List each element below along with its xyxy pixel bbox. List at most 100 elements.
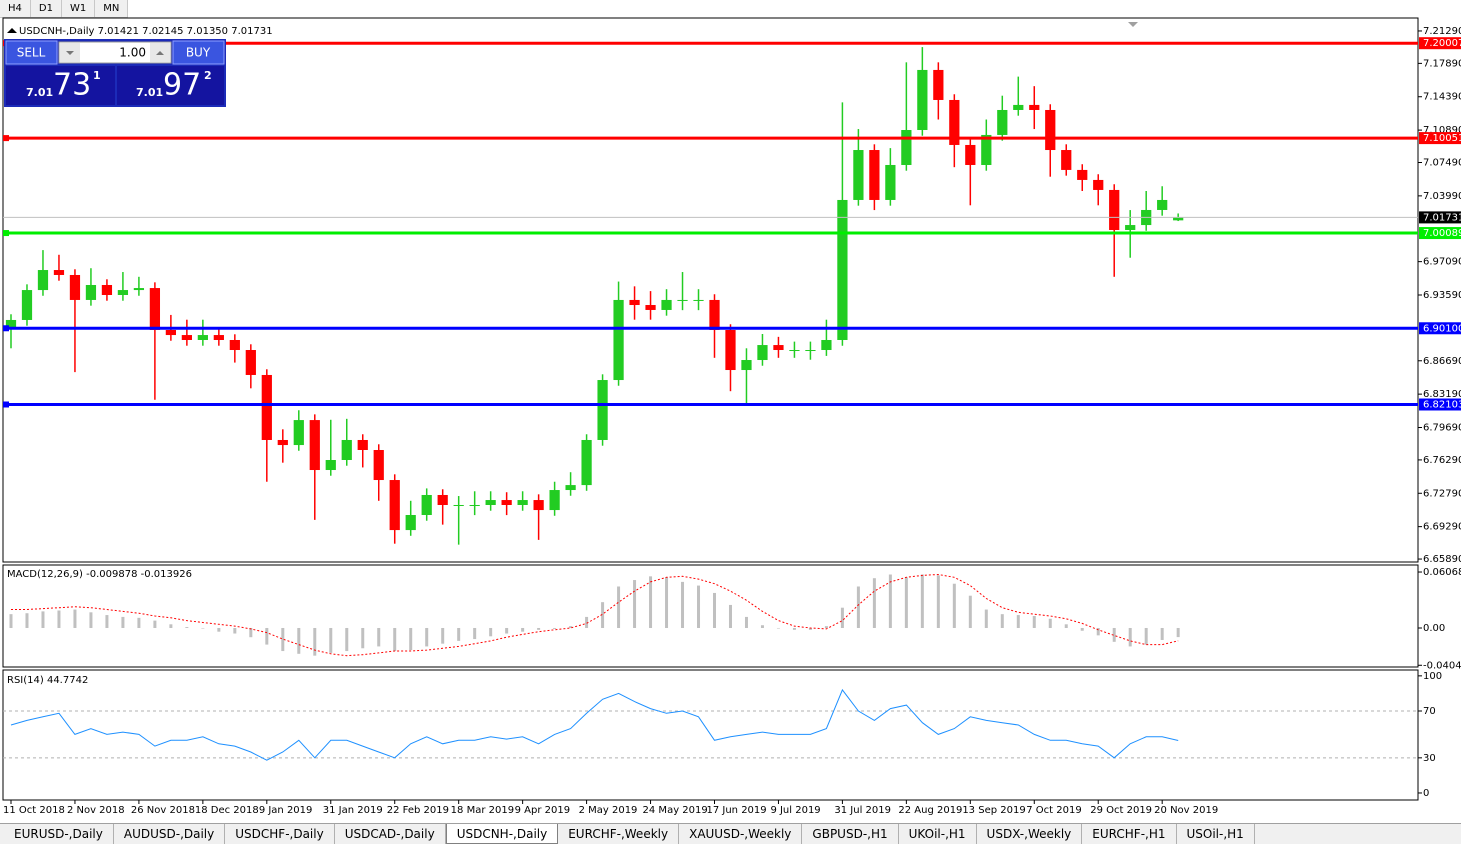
macd-bar <box>233 627 237 634</box>
sell-button[interactable] <box>5 40 58 65</box>
chart-tab[interactable]: USDCNH-,Daily <box>445 824 559 844</box>
chart-tab[interactable]: EURCHF-,Weekly <box>558 824 680 844</box>
y-tick-label: 6.83190 <box>1423 389 1461 400</box>
chart-tab[interactable]: USDX-,Weekly <box>977 824 1083 844</box>
macd-bar <box>1176 627 1180 638</box>
chart-tab[interactable]: USDCHF-,Daily <box>225 824 335 844</box>
candle-body <box>277 439 288 446</box>
x-tick-label: 22 Feb 2019 <box>387 805 449 816</box>
level-label-bg <box>1419 322 1461 335</box>
chart-tab[interactable]: EURCHF-,H1 <box>1082 824 1177 844</box>
candle-body <box>821 339 832 351</box>
macd-bar <box>760 625 764 628</box>
timeframe-button[interactable]: W1 <box>62 0 96 17</box>
level-label: 7.00089 <box>1423 228 1461 239</box>
candle-body <box>997 109 1008 135</box>
candle-body <box>981 134 992 165</box>
x-tick-label: 31 Jul 2019 <box>834 805 891 816</box>
buy-label[interactable]: BUY <box>186 46 211 60</box>
ask-fraction: 2 <box>204 69 212 82</box>
lot-value[interactable]: 1.00 <box>119 46 146 60</box>
candle-body <box>1173 217 1184 221</box>
candle-body <box>37 270 49 291</box>
macd-bar <box>712 592 716 628</box>
candle-body <box>581 439 592 486</box>
macd-bar <box>201 627 205 629</box>
chart-tab[interactable]: AUDUSD-,Daily <box>114 824 226 844</box>
level-label: 6.82103 <box>1423 400 1461 411</box>
y-tick-label: 7.07490 <box>1423 158 1461 169</box>
candle-body <box>1077 169 1088 180</box>
x-tick-label: 9 Jul 2019 <box>770 805 820 816</box>
level-label-bg <box>1419 132 1461 145</box>
macd-bar <box>297 627 301 654</box>
x-tick-label: 2 Nov 2018 <box>67 805 125 816</box>
x-tick-label: 20 Nov 2019 <box>1154 805 1218 816</box>
candle-body <box>885 164 896 200</box>
chart-tab[interactable]: GBPUSD-,H1 <box>802 824 899 844</box>
x-tick-label: 26 Nov 2018 <box>131 805 195 816</box>
macd-bar <box>728 604 732 628</box>
macd-bar <box>169 624 173 628</box>
candle-body <box>325 460 336 471</box>
x-tick-label: 31 Jan 2019 <box>323 805 383 816</box>
one-click-trading: SELL 1.00 BUY 7.01 73 1 7.01 97 2 <box>4 39 226 107</box>
shift-marker <box>1128 22 1138 27</box>
y-tick-label: 6.86690 <box>1423 356 1461 367</box>
timeframe-button[interactable]: D1 <box>31 0 62 17</box>
level-handle <box>3 135 9 142</box>
chart-tab[interactable]: USDCAD-,Daily <box>335 824 446 844</box>
candle-body <box>101 284 113 296</box>
y-tick-label: 6.69290 <box>1423 522 1461 533</box>
candle-body <box>405 515 416 531</box>
chart-tab[interactable]: USOil-,H1 <box>1177 824 1255 844</box>
timeframe-button[interactable]: MN <box>95 0 129 17</box>
x-tick-label: 11 Oct 2018 <box>3 805 65 816</box>
buy-price-box[interactable] <box>117 66 224 105</box>
macd-bar <box>1000 614 1004 628</box>
x-tick-label: 29 Oct 2019 <box>1090 805 1152 816</box>
lot-increase-icon <box>156 51 164 55</box>
level-label: 7.10051 <box>1423 133 1461 144</box>
macd-bar <box>41 611 45 628</box>
buy-button[interactable] <box>172 40 225 65</box>
y-tick-label: 7.17890 <box>1423 58 1461 69</box>
candle-body <box>261 374 272 440</box>
x-tick-label: 18 Dec 2018 <box>195 805 259 816</box>
macd-bar <box>9 614 13 628</box>
macd-bar <box>313 627 317 656</box>
y-tick-label: 100 <box>1423 671 1442 682</box>
macd-bar <box>329 627 333 653</box>
level-handle <box>3 230 9 237</box>
candle-body <box>1125 225 1136 230</box>
candle-body <box>373 449 384 481</box>
y-tick-label: 6.76290 <box>1423 455 1461 466</box>
lot-input[interactable] <box>58 41 172 64</box>
chart-tab[interactable]: XAUUSD-,Weekly <box>679 824 803 844</box>
candle-body <box>917 69 928 131</box>
candle-body <box>869 150 880 200</box>
macd-title: MACD(12,26,9) -0.009878 -0.013926 <box>7 569 192 580</box>
candle-body <box>1029 104 1040 110</box>
macd-bar <box>824 626 828 628</box>
macd-bar <box>920 574 924 628</box>
x-tick-label: 9 Apr 2019 <box>515 805 570 816</box>
x-tick-label: 13 Sep 2019 <box>962 805 1025 816</box>
timeframe-button[interactable]: H4 <box>0 0 31 17</box>
macd-bar <box>137 617 141 628</box>
candle-body <box>965 144 976 165</box>
candle-body <box>453 504 464 506</box>
macd-bar <box>968 595 972 628</box>
macd-bar <box>1112 627 1116 642</box>
chart-tab[interactable]: UKOil-,H1 <box>899 824 977 844</box>
sell-label[interactable]: SELL <box>17 46 46 60</box>
chart-tab[interactable]: EURUSD-,Daily <box>4 824 114 844</box>
level-label: 7.20007 <box>1423 38 1461 49</box>
macd-bar <box>105 615 109 628</box>
rsi-line <box>10 688 1179 761</box>
sell-price-box[interactable] <box>6 66 115 105</box>
candle-body <box>69 274 81 300</box>
macd-bar <box>505 627 509 634</box>
macd-bar <box>345 627 349 652</box>
y-tick-label: 30 <box>1423 753 1436 764</box>
